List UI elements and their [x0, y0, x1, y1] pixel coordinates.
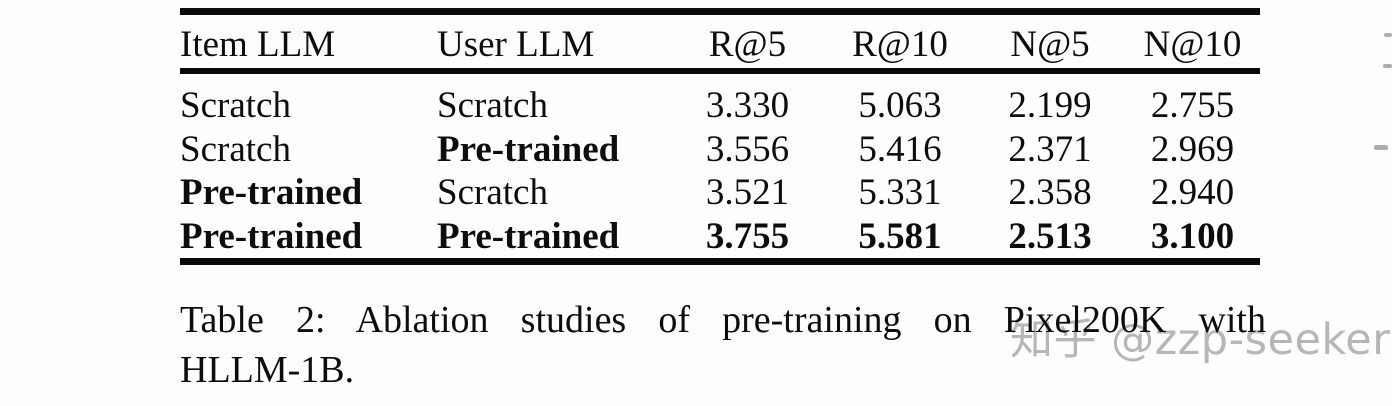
table-top-rule: [180, 8, 1260, 15]
table-body: Scratch Scratch 3.330 5.063 2.199 2.755 …: [180, 84, 1260, 258]
cell-n5: 2.358: [1008, 172, 1092, 214]
table-caption-line2: HLLM-1B.: [180, 349, 355, 391]
cell-r10: 5.416: [858, 128, 942, 170]
cell-n5: 2.371: [1008, 128, 1092, 170]
cell-user-llm: Scratch: [437, 172, 548, 214]
cell-item-llm: Scratch: [180, 128, 291, 170]
table-header-row: Item LLM User LLM R@5 R@10 N@5 N@10: [180, 15, 1260, 68]
cell-item-llm: Pre-trained: [180, 215, 363, 257]
cell-n10: 2.755: [1150, 85, 1235, 127]
cell-r5: 3.330: [705, 85, 790, 127]
cell-n10: 2.969: [1150, 128, 1235, 170]
column-header-n10: N@10: [1143, 24, 1242, 65]
cell-n5: 2.513: [1008, 215, 1092, 257]
clipped-text-fragment: [1384, 33, 1392, 37]
cell-user-llm: Pre-trained: [437, 215, 620, 257]
cell-user-llm: Scratch: [437, 85, 548, 127]
cell-r10: 5.331: [858, 172, 942, 214]
table-bottom-rule: [180, 258, 1260, 265]
table-caption: Table 2: Ablation studies of pre-trainin…: [180, 295, 1266, 395]
column-header-r5: R@5: [708, 24, 787, 65]
table-row: Scratch Pre-trained 3.556 5.416 2.371 2.…: [180, 128, 1260, 172]
column-header-user-llm: User LLM: [437, 24, 595, 65]
clipped-text-fragment: [1383, 64, 1392, 68]
cell-n10: 2.940: [1150, 172, 1235, 214]
table-row: Scratch Scratch 3.330 5.063 2.199 2.755: [180, 84, 1260, 128]
table-row: Pre-trained Pre-trained 3.755 5.581 2.51…: [180, 215, 1260, 259]
cell-r10: 5.063: [858, 85, 942, 127]
table-caption-line1: Table 2: Ablation studies of pre-trainin…: [180, 299, 1266, 341]
cell-item-llm: Scratch: [180, 85, 291, 127]
clipped-text-fragment: [1374, 145, 1388, 150]
cell-r10: 5.581: [858, 215, 942, 257]
cell-r5: 3.755: [705, 215, 790, 257]
table-row: Pre-trained Scratch 3.521 5.331 2.358 2.…: [180, 171, 1260, 215]
column-header-r10: R@10: [852, 24, 948, 65]
watermark: 知乎 @zzp-seeker: [1010, 315, 1391, 365]
table-header-rule: [180, 68, 1260, 74]
cell-r5: 3.556: [705, 128, 790, 170]
cell-n5: 2.199: [1008, 85, 1092, 127]
cell-r5: 3.521: [705, 172, 790, 214]
column-header-n5: N@5: [1010, 24, 1090, 65]
cell-user-llm: Pre-trained: [437, 128, 620, 170]
column-header-item-llm: Item LLM: [180, 24, 336, 65]
ablation-results-table: Item LLM User LLM R@5 R@10 N@5 N@10 Scra…: [180, 0, 1260, 270]
cell-n10: 3.100: [1150, 215, 1235, 257]
cell-item-llm: Pre-trained: [180, 172, 363, 214]
